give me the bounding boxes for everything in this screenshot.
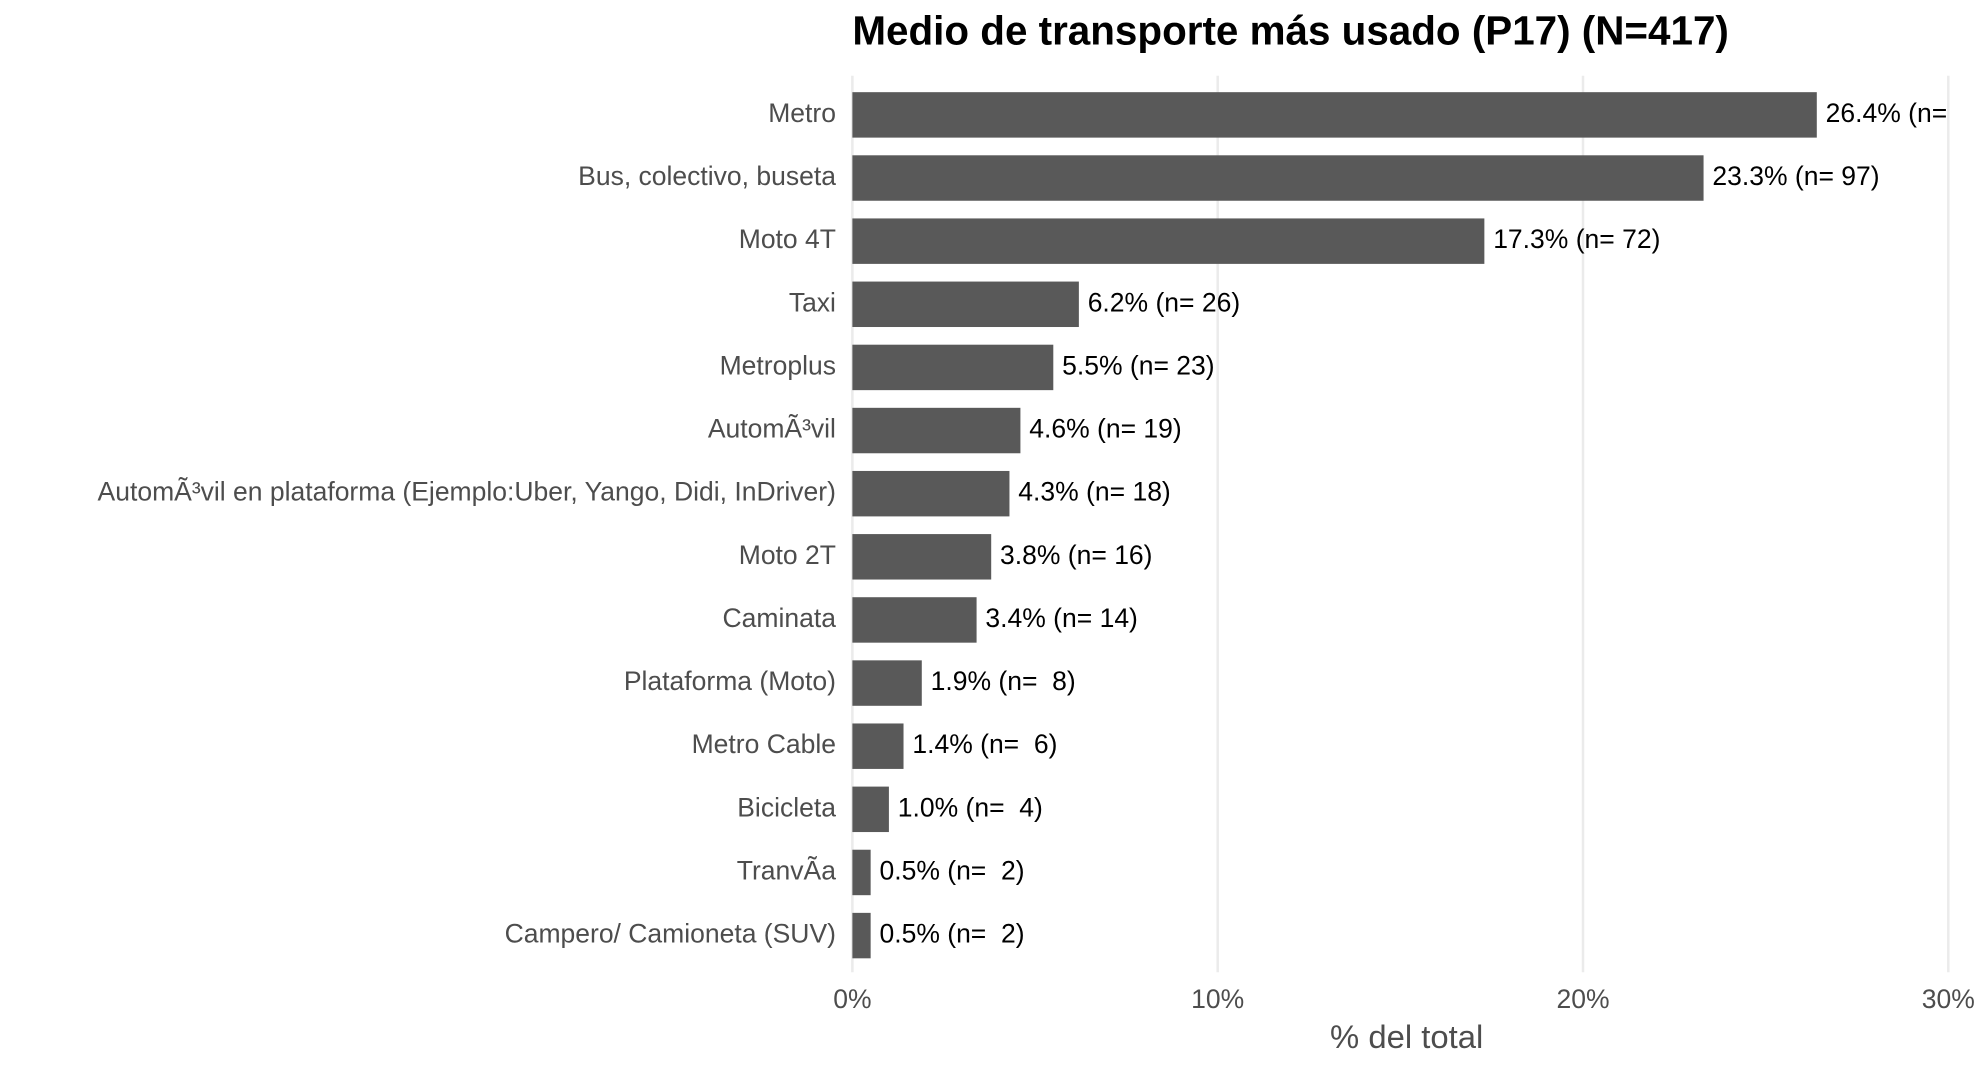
y-tick-label: AutomÃ³vil en plataforma (Ejemplo:Uber, … bbox=[98, 477, 836, 507]
data-label: 17.3% (n= 72) bbox=[1493, 224, 1660, 254]
data-label: 4.3% (n= 18) bbox=[1018, 477, 1170, 507]
data-label: 5.5% (n= 23) bbox=[1062, 350, 1214, 380]
y-tick-label: Plataforma (Moto) bbox=[624, 666, 836, 696]
bar bbox=[852, 407, 1021, 454]
bar bbox=[852, 155, 1704, 201]
data-label: 0.5% (n= 2) bbox=[879, 855, 1024, 885]
bar bbox=[852, 597, 977, 643]
x-tick-label: 30% bbox=[1922, 984, 1975, 1014]
data-label: 0.5% (n= 2) bbox=[879, 919, 1024, 949]
y-tick-label: Caminata bbox=[723, 603, 837, 633]
x-axis-title: % del total bbox=[1330, 1018, 1483, 1055]
x-tick-label: 10% bbox=[1191, 984, 1244, 1014]
y-tick-label: TranvÃa bbox=[737, 855, 836, 885]
bar bbox=[852, 849, 871, 896]
chart-title: Medio de transporte más usado (P17) (N=4… bbox=[852, 8, 1729, 54]
bar bbox=[852, 470, 1010, 517]
data-label: 6.2% (n= 26) bbox=[1088, 287, 1240, 317]
bar bbox=[852, 723, 904, 769]
x-tick-label: 20% bbox=[1556, 984, 1609, 1014]
data-label: 3.8% (n= 16) bbox=[1000, 540, 1152, 570]
data-label: 1.4% (n= 6) bbox=[912, 729, 1057, 759]
y-tick-label: Bicicleta bbox=[737, 792, 836, 822]
bar bbox=[852, 786, 889, 833]
data-label: 26.4% (n= bbox=[1826, 98, 1948, 128]
data-label: 1.9% (n= 8) bbox=[931, 666, 1076, 696]
y-tick-label: Metro Cable bbox=[692, 729, 836, 759]
y-tick-label: Metro bbox=[768, 98, 836, 128]
bar bbox=[852, 92, 1817, 138]
bar bbox=[852, 281, 1079, 328]
y-tick-label: Moto 2T bbox=[739, 540, 836, 570]
bar bbox=[852, 218, 1485, 264]
y-tick-label: AutomÃ³vil bbox=[708, 414, 836, 444]
x-tick-label: 0% bbox=[833, 984, 871, 1014]
bar bbox=[852, 912, 871, 959]
data-label: 3.4% (n= 14) bbox=[985, 603, 1137, 633]
data-label: 4.6% (n= 19) bbox=[1029, 414, 1181, 444]
bar bbox=[852, 660, 922, 706]
bar bbox=[852, 534, 992, 580]
bar bbox=[852, 344, 1054, 391]
y-tick-label: Bus, colectivo, buseta bbox=[578, 161, 836, 191]
y-tick-label: Campero/ Camioneta (SUV) bbox=[505, 919, 836, 949]
data-label: 23.3% (n= 97) bbox=[1712, 161, 1879, 191]
y-tick-label: Moto 4T bbox=[739, 224, 836, 254]
data-label: 1.0% (n= 4) bbox=[898, 792, 1043, 822]
y-tick-label: Metroplus bbox=[720, 350, 836, 380]
y-tick-label: Taxi bbox=[789, 287, 836, 317]
